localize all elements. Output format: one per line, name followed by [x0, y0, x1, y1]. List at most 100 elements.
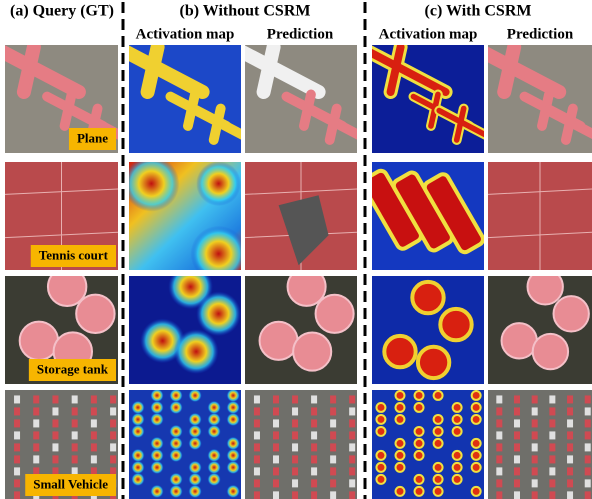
vehicle [33, 455, 39, 463]
image-cell [372, 390, 484, 499]
blob [472, 451, 481, 460]
blob [150, 461, 163, 474]
vehicle [585, 443, 591, 451]
vehicle [14, 455, 20, 463]
blob [472, 415, 481, 424]
vehicle [532, 455, 538, 463]
vehicle [549, 455, 555, 463]
blob [188, 485, 201, 498]
image-cell [479, 45, 592, 153]
blob [169, 473, 182, 486]
blob [131, 461, 144, 474]
image-cell [488, 269, 592, 384]
blob [434, 427, 443, 436]
vehicle [532, 479, 538, 487]
blob [528, 269, 563, 304]
vehicle [514, 467, 520, 475]
blob [376, 451, 385, 460]
blob [150, 401, 163, 414]
blob [123, 156, 179, 212]
vehicle [496, 455, 502, 463]
blob [415, 475, 424, 484]
vehicle [514, 431, 520, 439]
vehicle [254, 419, 260, 427]
blob [415, 403, 424, 412]
image-cell [361, 162, 486, 270]
vehicle [585, 491, 591, 499]
blob [150, 437, 163, 450]
vehicle [110, 455, 116, 463]
vehicle [514, 491, 520, 499]
vehicle [254, 491, 260, 499]
vehicle [549, 419, 555, 427]
blob [207, 401, 220, 414]
vehicle [311, 407, 317, 415]
vehicle [514, 479, 520, 487]
column-subtitle: Prediction [267, 26, 334, 42]
vehicle [532, 431, 538, 439]
vehicle [110, 407, 116, 415]
vehicle [14, 419, 20, 427]
vehicle [33, 407, 39, 415]
image-cell [245, 268, 357, 384]
vehicle [349, 491, 355, 499]
vehicle [254, 479, 260, 487]
vehicle [254, 431, 260, 439]
vehicle [311, 455, 317, 463]
blob [376, 463, 385, 472]
vehicle [496, 443, 502, 451]
blob [288, 268, 326, 306]
blob [434, 463, 443, 472]
vehicle [532, 467, 538, 475]
vehicle [496, 491, 502, 499]
vehicle [110, 443, 116, 451]
vehicle [549, 467, 555, 475]
blob [533, 334, 568, 369]
vehicle [349, 395, 355, 403]
vehicle [14, 479, 20, 487]
blob [188, 461, 201, 474]
blob [472, 439, 481, 448]
image-cell [245, 162, 357, 270]
image-cell [366, 45, 496, 153]
blob [472, 403, 481, 412]
vehicle [330, 407, 336, 415]
vehicle [549, 395, 555, 403]
vehicle [273, 455, 279, 463]
blob [226, 389, 239, 402]
vehicle [585, 395, 591, 403]
vehicle [292, 407, 298, 415]
vehicle [514, 455, 520, 463]
blob [376, 415, 385, 424]
vehicle [532, 395, 538, 403]
vehicle [14, 443, 20, 451]
blob [434, 475, 443, 484]
blob [384, 336, 415, 367]
blob [396, 487, 405, 496]
vehicle [72, 443, 78, 451]
vehicle [273, 467, 279, 475]
vehicle [532, 419, 538, 427]
vehicle [567, 419, 573, 427]
blob [434, 391, 443, 400]
vehicle [549, 491, 555, 499]
vehicle [585, 419, 591, 427]
blob [226, 449, 239, 462]
vehicle [549, 443, 555, 451]
blob [188, 413, 201, 426]
vehicle [311, 431, 317, 439]
blob [207, 449, 220, 462]
vehicle [330, 419, 336, 427]
vehicle [52, 419, 58, 427]
blob [131, 425, 144, 438]
vehicle [330, 455, 336, 463]
vehicle [273, 395, 279, 403]
vehicle [585, 479, 591, 487]
blob [418, 347, 449, 378]
blob [453, 403, 462, 412]
vehicle [514, 395, 520, 403]
vehicle [292, 479, 298, 487]
blob [169, 485, 182, 498]
vehicle [110, 395, 116, 403]
blob [76, 295, 114, 333]
